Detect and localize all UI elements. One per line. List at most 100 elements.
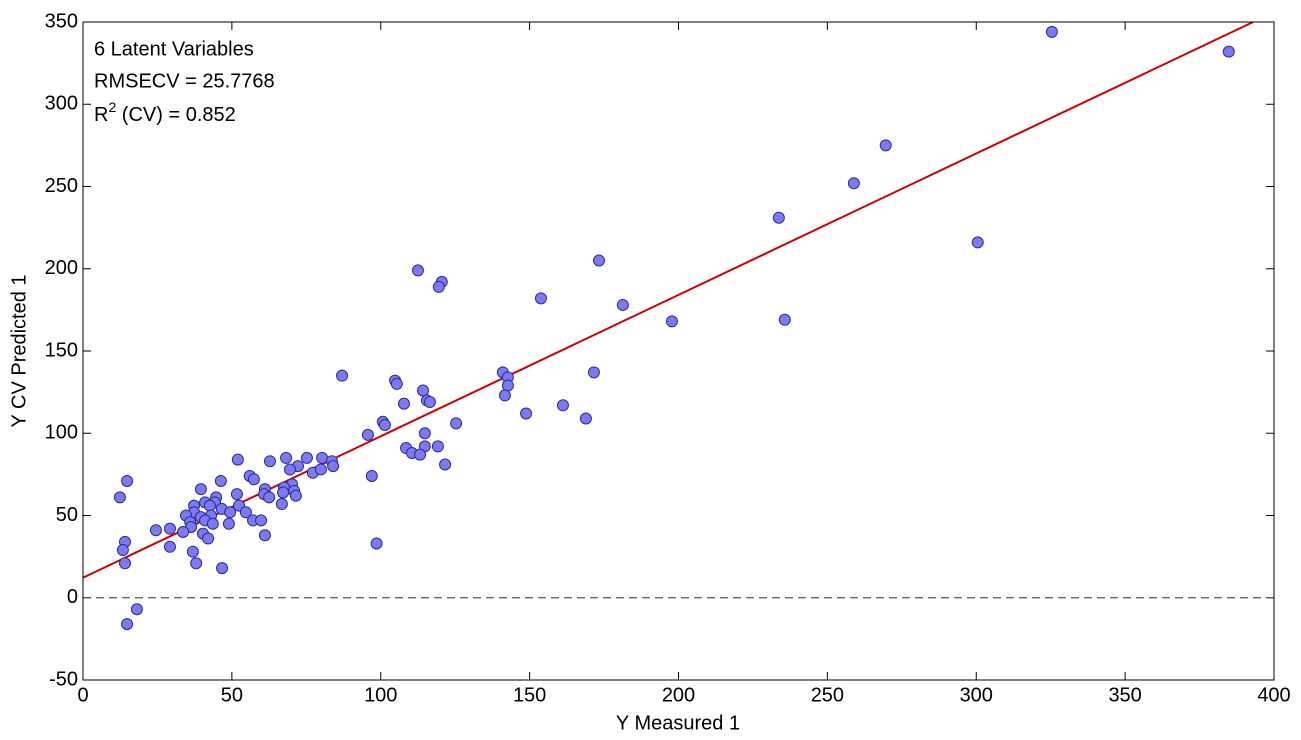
annotation-part: 2 bbox=[108, 99, 116, 115]
point bbox=[118, 557, 131, 570]
point bbox=[616, 298, 629, 311]
annotation: RMSECV = 25.7768 bbox=[94, 70, 275, 92]
point bbox=[163, 522, 176, 535]
point bbox=[423, 395, 436, 408]
x-tick-label: 350 bbox=[1108, 684, 1141, 706]
point bbox=[378, 419, 391, 432]
y-tick-label: -50 bbox=[49, 668, 78, 690]
point bbox=[361, 428, 374, 441]
point bbox=[247, 473, 260, 486]
x-tick-label: 50 bbox=[221, 684, 243, 706]
point bbox=[665, 315, 678, 328]
point bbox=[186, 545, 199, 558]
annotation-part: (CV) = 0.852 bbox=[116, 104, 236, 126]
point bbox=[411, 264, 424, 277]
point bbox=[417, 384, 430, 397]
point bbox=[149, 524, 162, 537]
point bbox=[283, 463, 296, 476]
point bbox=[534, 292, 547, 305]
point bbox=[163, 540, 176, 553]
point bbox=[418, 427, 431, 440]
point bbox=[1045, 25, 1058, 38]
point bbox=[587, 366, 600, 379]
point bbox=[280, 451, 293, 464]
point bbox=[255, 514, 268, 527]
point bbox=[327, 460, 340, 473]
point bbox=[121, 618, 134, 631]
y-tick-label: 50 bbox=[56, 504, 78, 526]
point bbox=[336, 369, 349, 382]
point bbox=[230, 488, 243, 501]
fit-line bbox=[83, 22, 1254, 579]
point bbox=[194, 483, 207, 496]
point bbox=[1222, 45, 1235, 58]
y-tick-label: 100 bbox=[45, 422, 78, 444]
point bbox=[130, 603, 143, 616]
point bbox=[520, 407, 533, 420]
point bbox=[316, 451, 329, 464]
y-axis-label: Y CV Predicted 1 bbox=[8, 274, 30, 427]
x-tick-label: 300 bbox=[960, 684, 993, 706]
x-tick-label: 100 bbox=[364, 684, 397, 706]
point bbox=[397, 397, 410, 410]
point bbox=[314, 463, 327, 476]
point bbox=[390, 377, 403, 390]
point bbox=[202, 532, 215, 545]
point bbox=[177, 525, 190, 538]
point bbox=[370, 537, 383, 550]
x-tick-label: 400 bbox=[1257, 684, 1290, 706]
point bbox=[277, 486, 290, 499]
point bbox=[778, 313, 791, 326]
point bbox=[113, 491, 126, 504]
point bbox=[258, 529, 271, 542]
annotation: 6 Latent Variables bbox=[94, 38, 254, 60]
point bbox=[498, 389, 511, 402]
point bbox=[203, 499, 216, 512]
point bbox=[593, 254, 606, 267]
x-tick-label: 0 bbox=[77, 684, 88, 706]
x-axis-label: Y Measured 1 bbox=[616, 712, 740, 734]
point bbox=[879, 139, 892, 152]
point bbox=[431, 440, 444, 453]
point bbox=[432, 280, 445, 293]
plot-frame bbox=[82, 21, 1275, 681]
point bbox=[121, 474, 134, 487]
point bbox=[222, 517, 235, 530]
x-tick-label: 200 bbox=[662, 684, 695, 706]
point bbox=[300, 451, 313, 464]
point bbox=[579, 412, 592, 425]
point bbox=[971, 236, 984, 249]
point bbox=[231, 453, 244, 466]
point bbox=[847, 177, 860, 190]
point bbox=[439, 458, 452, 471]
point bbox=[190, 557, 203, 570]
point bbox=[772, 211, 785, 224]
point bbox=[414, 448, 427, 461]
point bbox=[116, 544, 129, 557]
point bbox=[214, 474, 227, 487]
point bbox=[239, 506, 252, 519]
point bbox=[263, 491, 276, 504]
y-tick-label: 150 bbox=[45, 339, 78, 361]
y-tick-label: 0 bbox=[67, 586, 78, 608]
point bbox=[263, 455, 276, 468]
point bbox=[501, 379, 514, 392]
point bbox=[556, 399, 569, 412]
y-tick-label: 250 bbox=[45, 175, 78, 197]
annotation-part: R bbox=[94, 104, 108, 126]
point bbox=[450, 417, 463, 430]
x-tick-label: 250 bbox=[811, 684, 844, 706]
point bbox=[224, 506, 237, 519]
point bbox=[275, 497, 288, 510]
annotation: R2 (CV) = 0.852 bbox=[94, 99, 236, 127]
y-tick-label: 300 bbox=[45, 93, 78, 115]
x-tick-label: 150 bbox=[513, 684, 546, 706]
point bbox=[289, 489, 302, 502]
point bbox=[206, 517, 219, 530]
y-tick-label: 200 bbox=[45, 257, 78, 279]
point bbox=[365, 470, 378, 483]
y-tick-label: 350 bbox=[45, 10, 78, 32]
point bbox=[216, 562, 229, 575]
